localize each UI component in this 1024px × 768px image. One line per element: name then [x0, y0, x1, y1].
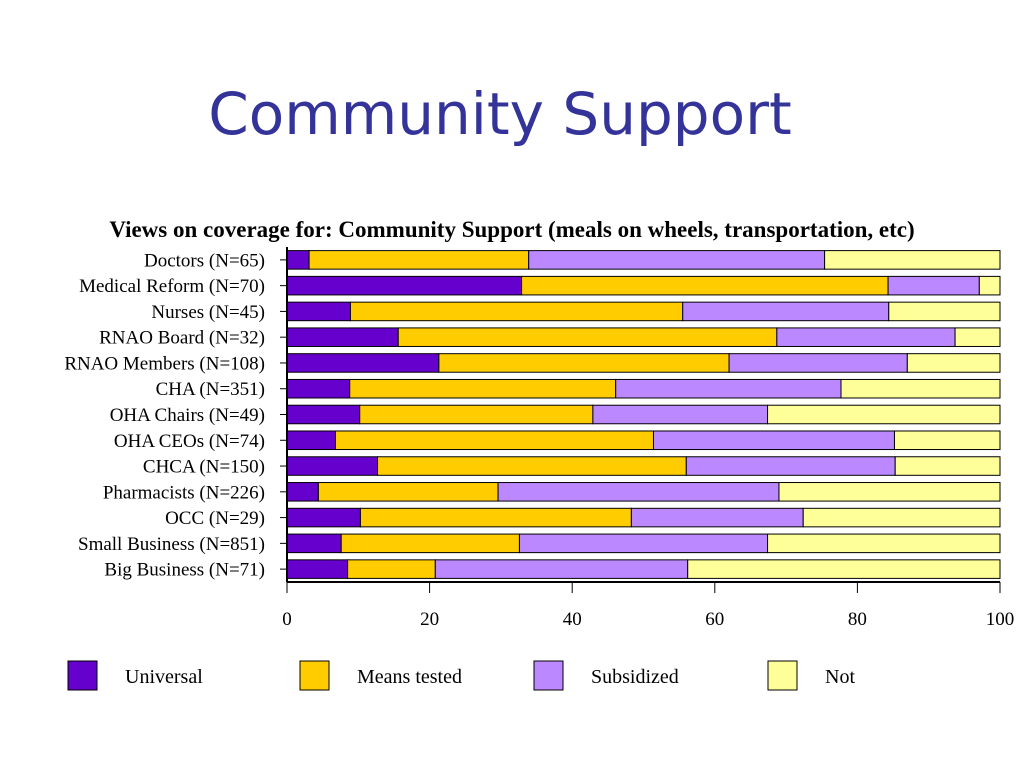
legend-label: Universal	[125, 666, 203, 688]
bar-segment-means-tested	[359, 404, 594, 425]
legend: Universal Means tested Subsidized Not	[67, 660, 855, 691]
slide-title: Community Support	[208, 80, 792, 148]
x-tick-label: 80	[848, 609, 867, 630]
category-label: Doctors (N=65)	[144, 250, 265, 271]
bar-segment-universal	[286, 456, 379, 476]
category-label: OHA Chairs (N=49)	[110, 405, 265, 426]
category-label: OHA CEOs (N=74)	[114, 431, 265, 452]
bar-segment-subsidized	[434, 559, 689, 579]
bar-segment-subsidized	[685, 456, 896, 476]
category-label: Medical Reform (N=70)	[79, 276, 265, 297]
x-tick-label: 20	[420, 609, 439, 630]
axes-group: Doctors (N=65) Medical Reform (N=70) Nurse…	[64, 247, 1014, 630]
bar-segment-subsidized	[776, 327, 956, 347]
bar-segment-means-tested	[347, 559, 436, 579]
bar-segment-universal	[286, 404, 361, 425]
category-label: Pharmacists (N=226)	[103, 482, 265, 503]
bar-segment-universal	[286, 353, 440, 373]
category-label: Nurses (N=45)	[151, 302, 265, 323]
legend-label: Means tested	[357, 666, 462, 688]
legend-swatch-universal	[67, 660, 98, 691]
category-label: RNAO Members (N=108)	[64, 353, 265, 374]
bar-segment-not	[778, 482, 1001, 502]
bar-segment-not	[840, 378, 1001, 399]
bar-segment-not	[824, 250, 1001, 270]
category-label: Big Business (N=71)	[104, 560, 265, 581]
chart-title: Views on coverage for: Community Support…	[109, 217, 914, 242]
bar-segment-universal	[286, 327, 399, 347]
category-label: Small Business (N=851)	[78, 534, 265, 555]
bar-segment-subsidized	[630, 507, 804, 528]
bar-segment-universal	[286, 378, 351, 399]
category-label: CHCA (N=150)	[143, 457, 265, 478]
bar-segment-not	[906, 353, 1001, 373]
x-tick-label: 60	[705, 609, 724, 630]
bar-segment-means-tested	[397, 327, 778, 347]
bar-segment-universal	[286, 533, 342, 554]
bar-segment-subsidized	[497, 482, 780, 502]
bar-segment-subsidized	[728, 353, 908, 373]
bar-segment-not	[802, 507, 1001, 528]
bar-segment-subsidized	[887, 275, 980, 296]
legend-label: Not	[825, 666, 855, 688]
bar-segment-universal	[286, 430, 336, 451]
bar-segment-universal	[286, 250, 310, 270]
x-tick-label: 40	[563, 609, 582, 630]
bar-segment-subsidized	[592, 404, 769, 425]
bar-segment-subsidized	[682, 301, 890, 322]
legend-swatch-means-tested	[299, 660, 330, 691]
bar-segment-not	[767, 404, 1001, 425]
bar-segment-universal	[286, 559, 349, 579]
bar-segment-means-tested	[438, 353, 730, 373]
bar-segment-subsidized	[615, 378, 842, 399]
bar-segment-subsidized	[652, 430, 895, 451]
bar-segment-not	[888, 301, 1001, 322]
category-label: OCC (N=29)	[165, 508, 265, 529]
bar-segment-universal	[286, 275, 523, 296]
bar-segment-not	[978, 275, 1001, 296]
bar-segment-means-tested	[359, 507, 632, 528]
bar-segment-means-tested	[340, 533, 520, 554]
bar-segment-universal	[286, 301, 351, 322]
legend-swatch-subsidized	[533, 660, 564, 691]
bar-segment-means-tested	[317, 482, 499, 502]
bar-segment-means-tested	[521, 275, 889, 296]
bar-segment-subsidized	[528, 250, 826, 270]
bar-segment-means-tested	[349, 301, 684, 322]
bar-segment-means-tested	[377, 456, 687, 476]
bar-segment-means-tested	[334, 430, 654, 451]
legend-label: Subsidized	[591, 666, 679, 688]
bar-segment-not	[954, 327, 1001, 347]
bar-segment-subsidized	[518, 533, 769, 554]
category-label: RNAO Board (N=32)	[99, 328, 265, 349]
bars-group	[286, 250, 1001, 579]
bar-segment-means-tested	[349, 378, 617, 399]
bar-segment-not	[894, 456, 1001, 476]
bar-segment-universal	[286, 507, 361, 528]
bar-segment-means-tested	[308, 250, 530, 270]
x-tick-label: 0	[282, 609, 292, 630]
bar-segment-not	[687, 559, 1001, 579]
bar-segment-universal	[286, 482, 319, 502]
legend-swatch-not	[767, 660, 798, 691]
bar-segment-not	[893, 430, 1001, 451]
x-tick-label: 100	[986, 609, 1015, 630]
category-label: CHA (N=351)	[156, 379, 265, 400]
bar-segment-not	[767, 533, 1001, 554]
